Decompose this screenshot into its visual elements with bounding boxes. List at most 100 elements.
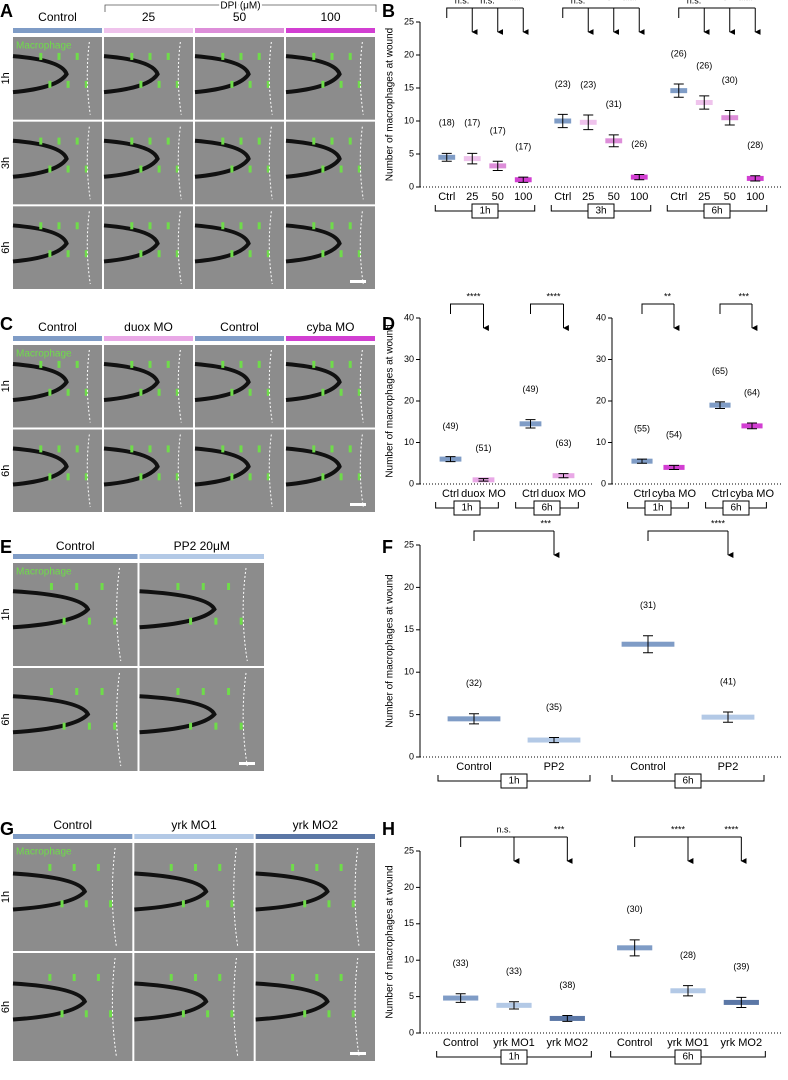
error-bar (509, 1001, 519, 1010)
macrophage (315, 864, 319, 871)
macrophage (139, 250, 143, 258)
macrophage (230, 1010, 234, 1018)
error-bar (445, 456, 456, 463)
macrophage (248, 80, 252, 88)
column-header: Control (56, 539, 95, 553)
y-tick-label: 25 (404, 16, 414, 26)
y-tick-label: 10 (404, 437, 414, 447)
notochord (103, 223, 160, 264)
wound-edge (242, 672, 248, 767)
column-header: Control (220, 320, 259, 334)
macrophage (39, 137, 43, 145)
header-bar (139, 554, 264, 559)
x-tick-label: duox MO (461, 488, 506, 500)
notochord (285, 223, 342, 264)
error-bar (518, 176, 529, 183)
row-label: 3h (0, 157, 12, 169)
error-bar (747, 422, 757, 430)
macrophage (157, 473, 161, 481)
macrophage (62, 617, 66, 625)
macrophage (72, 974, 76, 981)
micrograph-bg (195, 37, 284, 120)
y-tick-label: 0 (409, 1027, 414, 1037)
macrophage (221, 222, 225, 230)
error-bar (583, 114, 594, 131)
group-box (587, 203, 615, 219)
wound-edge (86, 434, 91, 508)
macrophage (100, 583, 104, 590)
wound-edge (359, 41, 364, 115)
macrophage (48, 388, 52, 396)
y-tick-label: 20 (404, 582, 414, 592)
macrophage (109, 900, 113, 908)
wound-edge (268, 41, 273, 115)
micrograph-bg (104, 37, 193, 120)
micrograph-bg (286, 429, 375, 512)
macrophage (351, 1010, 355, 1018)
group-box (674, 773, 702, 789)
panel-label: E (0, 537, 12, 557)
column-header: Control (38, 320, 77, 334)
y-axis-label: Number of macrophages at wound (385, 574, 396, 727)
micrograph (12, 345, 102, 428)
x-tick-label: Control (456, 761, 491, 773)
error-bar (634, 173, 645, 181)
group-box (533, 500, 561, 516)
micrograph (12, 121, 102, 205)
macrophage (48, 974, 52, 981)
notochord (139, 589, 217, 630)
y-tick-label: 5 (409, 709, 414, 719)
notochord (194, 362, 251, 403)
macrophage (266, 165, 270, 173)
y-tick-label: 30 (596, 354, 606, 364)
row-label: 1h (0, 72, 12, 84)
macrophage (321, 250, 325, 258)
y-tick-label: 0 (409, 751, 414, 761)
y-tick-label: 0 (601, 478, 606, 488)
macrophage (48, 80, 52, 88)
error-bar (629, 939, 640, 957)
macrophage (321, 388, 325, 396)
x-tick-label: 25 (466, 191, 478, 203)
micrograph-bg (13, 206, 102, 289)
macrophage (175, 250, 179, 258)
n-label: (26) (631, 139, 647, 149)
macrophage (130, 52, 134, 60)
significance-label: n.s. (480, 0, 495, 5)
macrophage (257, 222, 261, 230)
y-tick-label: 30 (404, 354, 414, 364)
micrograph (285, 121, 375, 205)
group-label: 1h (479, 206, 490, 217)
comparison-line (530, 303, 564, 314)
macrophage (257, 52, 261, 60)
error-bar (724, 109, 735, 126)
wound-edge (233, 957, 239, 1057)
macrophage (206, 900, 210, 908)
n-label: (41) (720, 676, 736, 686)
group-label: 6h (711, 206, 722, 217)
macrophage (312, 360, 316, 368)
macrophage (291, 974, 295, 981)
macrophage (181, 1010, 185, 1018)
macrophage (113, 617, 117, 625)
x-tick-label: 100 (630, 191, 648, 203)
micrograph (285, 429, 375, 512)
macrophage (321, 473, 325, 481)
y-tick-label: 15 (404, 624, 414, 634)
header-bar (104, 336, 193, 341)
error-bar (699, 95, 710, 110)
header-bar (286, 336, 375, 341)
macrophage (157, 165, 161, 173)
y-tick-label: 25 (404, 845, 414, 855)
macrophage (176, 688, 180, 695)
notochord (194, 223, 251, 264)
row-label: 6h (0, 713, 12, 725)
group-label: 1h (508, 1052, 519, 1063)
macrophage (330, 222, 334, 230)
row-label: 6h (0, 1001, 12, 1013)
wound-edge (354, 847, 360, 947)
notochord (285, 138, 342, 179)
n-label: (30) (722, 75, 738, 85)
x-tick-label: Ctrl (522, 488, 539, 500)
